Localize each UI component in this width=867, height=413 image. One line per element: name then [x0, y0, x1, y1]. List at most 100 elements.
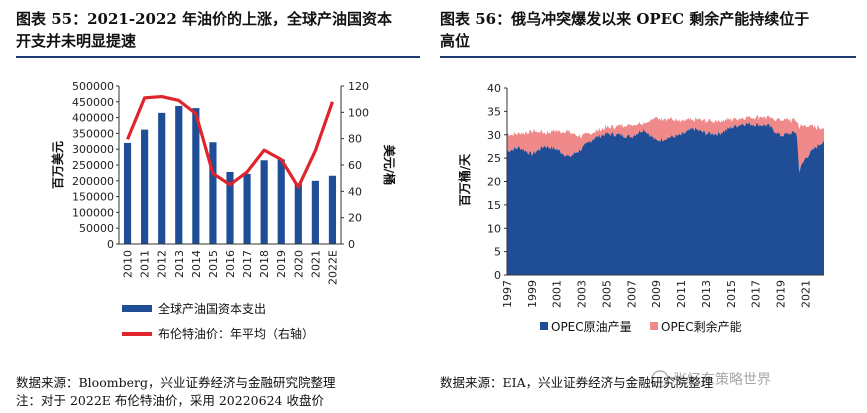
capex-bar	[158, 112, 166, 244]
left-x-tick-label: 2012	[156, 250, 169, 278]
right-x-tick-label: 2007	[625, 280, 638, 308]
left-title-rule	[16, 56, 420, 58]
right-x-tick-label: 2021	[799, 280, 812, 308]
right-x-tick-label: 2015	[725, 280, 738, 308]
left-x-tick-label: 2010	[122, 250, 135, 278]
left-chart-title: 图表 55：2021-2022 年油价的上涨，全球产油国资本 开支并未明显提速	[16, 8, 392, 52]
left-y-tick-label: 250000	[72, 159, 114, 172]
watermark-text: 张忆东策略世界	[673, 371, 771, 388]
capex-bar	[277, 159, 285, 244]
right-x-tick-label: 2011	[675, 280, 688, 308]
left-y-axis-label: 百万美元	[50, 141, 65, 189]
legend-label-opec-output: OPEC原油产量	[551, 320, 632, 334]
left-x-tick-label: 2020	[292, 250, 305, 278]
left-y-tick-label: 350000	[72, 127, 114, 140]
left-y-tick-label: 0	[107, 238, 114, 251]
left-x-tick-label: 2017	[241, 250, 254, 278]
left-y-tick-label: 200000	[72, 175, 114, 188]
right-x-tick-label: 2003	[576, 280, 589, 308]
left-legend: 全球产油国资本支出 布伦特油价：年平均（右轴）	[122, 301, 314, 341]
left-x-tick-label: 2011	[139, 250, 152, 278]
right-x-tick-label: 2019	[774, 280, 787, 308]
legend-swatch-opec-output	[540, 322, 548, 330]
left-x-tick-label: 2019	[275, 250, 288, 278]
right-y-tick-label: 40	[487, 82, 501, 95]
left-y-tick-label: 400000	[72, 112, 114, 125]
right-y-tick-label: 5	[494, 246, 501, 259]
legend-label-brent: 布伦特油价：年平均（右轴）	[158, 326, 314, 341]
opec-crude-output-area	[507, 122, 824, 275]
right-title-line1: 图表 56：俄乌冲突爆发以来 OPEC 剩余产能持续位于	[440, 10, 810, 28]
capex-bar	[209, 142, 217, 244]
watermark: 张忆东策略世界	[651, 370, 771, 388]
right-x-tick-label: 2005	[600, 280, 613, 308]
left-source-line2: 注：对于 2022E 布伦特油价，采用 20220624 收盘价	[16, 393, 324, 408]
right-source-note: 数据来源：EIA，兴业证券经济与金融研究院整理	[440, 374, 713, 392]
left-y-tick-label: 50000	[79, 222, 114, 235]
opec-spare-capacity-area	[507, 115, 824, 173]
left-y2-tick-label: 0	[348, 238, 355, 251]
left-source-note: 数据来源：Bloomberg，兴业证券经济与金融研究院整理 注：对于 2022E…	[16, 374, 335, 410]
capex-bar	[192, 108, 200, 245]
right-chart: 百万桶/天 0 5 10 15 20 25 30 35 40 1997 1999 2001 2003 20…	[457, 82, 824, 334]
right-y-tick-label: 30	[487, 129, 501, 142]
legend-label-capex: 全球产油国资本支出	[158, 301, 266, 316]
capex-bar	[141, 129, 149, 244]
left-x-tick-label: 2014	[190, 250, 203, 278]
legend-swatch-opec-spare	[650, 322, 658, 330]
left-y2-tick-label: 100	[348, 106, 369, 119]
left-y-tick-label: 300000	[72, 143, 114, 156]
legend-label-opec-spare: OPEC剩余产能	[661, 319, 742, 334]
brent-price-line	[126, 94, 334, 189]
left-y-tick-label: 450000	[72, 96, 114, 109]
right-x-tick-label: 1999	[526, 280, 539, 308]
left-title-line2: 开支并未明显提速	[16, 32, 137, 50]
left-source-line1: 数据来源：Bloomberg，兴业证券经济与金融研究院整理	[16, 375, 336, 390]
right-y-tick-label: 10	[487, 222, 501, 235]
right-x-tick-label: 2013	[700, 280, 713, 308]
right-chart-title: 图表 56：俄乌冲突爆发以来 OPEC 剩余产能持续位于 高位	[440, 8, 809, 52]
capex-bar	[226, 171, 234, 244]
left-y2-axis-label: 美元/桶	[382, 145, 397, 185]
left-y2-tick-label: 40	[348, 185, 362, 198]
right-x-tick-label: 2001	[551, 280, 564, 308]
capex-bar	[311, 180, 319, 244]
left-y2-tick-label: 80	[348, 133, 362, 146]
left-x-tick-label: 2015	[207, 250, 220, 278]
right-y-tick-label: 15	[487, 199, 501, 212]
capex-bar	[294, 183, 302, 244]
left-y-tick-label: 150000	[72, 191, 114, 204]
right-y-axis-label: 百万桶/天	[457, 153, 472, 206]
left-y-tick-label: 100000	[72, 206, 114, 219]
left-x-tick-label: 2018	[258, 250, 271, 278]
capex-bar	[328, 175, 337, 244]
left-y-tick-label: 500000	[72, 80, 114, 93]
left-chart: 百万美元 美元/桶 0 50000 100000 150000 200000 250000…	[50, 80, 397, 341]
capex-bar	[243, 173, 251, 244]
capex-bar	[175, 105, 183, 245]
right-y-tick-label: 35	[487, 105, 501, 118]
right-y-tick-label: 0	[494, 269, 501, 282]
left-x-tick-label: 2013	[173, 250, 186, 278]
wechat-icon	[651, 370, 669, 388]
right-x-tick-label: 2017	[750, 280, 763, 308]
capex-bar	[260, 160, 268, 244]
right-y-tick-label: 20	[487, 176, 501, 189]
right-title-line2: 高位	[440, 32, 471, 50]
right-x-tick-label: 2009	[650, 280, 663, 308]
left-title-line1: 图表 55：2021-2022 年油价的上涨，全球产油国资本	[16, 10, 393, 28]
left-y2-tick-label: 120	[348, 80, 369, 93]
right-source-line1: 数据来源：EIA，兴业证券经济与金融研究院整理	[440, 375, 714, 390]
capex-bar	[123, 142, 132, 244]
right-y-tick-label: 25	[487, 152, 501, 165]
right-x-tick-label: 1997	[501, 280, 514, 308]
left-y2-tick-label: 20	[348, 212, 362, 225]
left-y2-tick-label: 60	[348, 159, 362, 172]
legend-swatch-capex	[122, 305, 152, 312]
left-x-tick-label: 2016	[224, 250, 237, 278]
right-legend: OPEC原油产量 OPEC剩余产能	[540, 319, 742, 334]
left-x-tick-label: 2021	[309, 250, 322, 278]
right-title-rule	[440, 56, 856, 58]
left-x-tick-label: 2022E	[326, 250, 339, 285]
